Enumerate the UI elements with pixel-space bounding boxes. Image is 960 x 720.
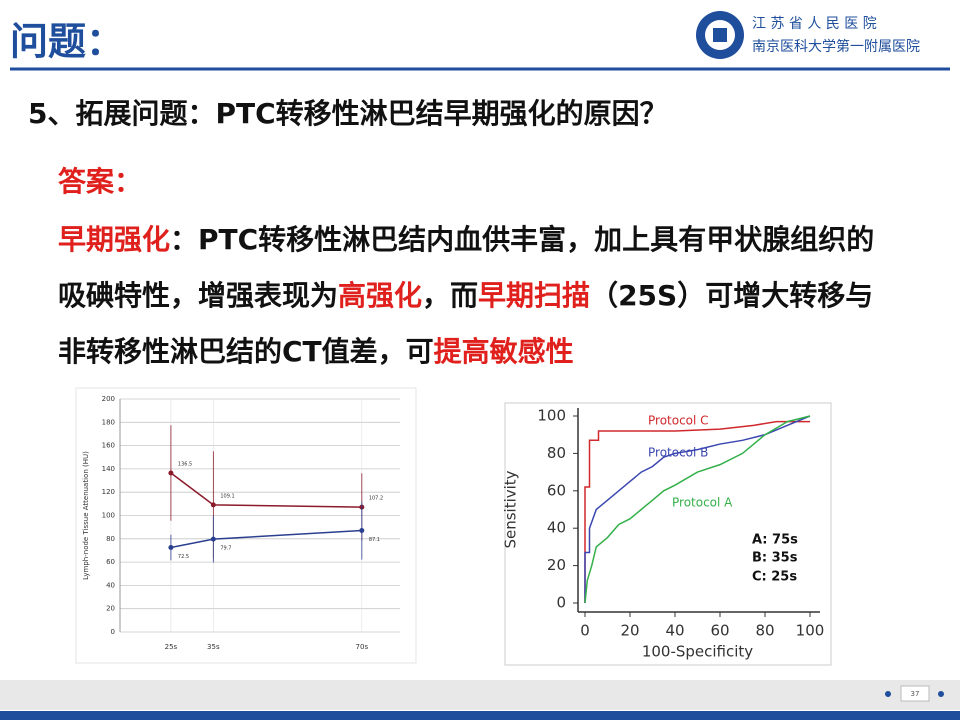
data-label: 136.5 bbox=[178, 461, 192, 467]
y-tick-label: 200 bbox=[102, 395, 115, 403]
data-label: 87.1 bbox=[369, 537, 380, 543]
series-label: Protocol B bbox=[648, 446, 708, 460]
answer-text: 早期强化：PTC转移性淋巴结内血供丰富，加上具有甲状腺组织的吸碘特性，增强表现为… bbox=[58, 212, 893, 380]
y-tick-label: 80 bbox=[106, 535, 115, 543]
y-tick-label: 80 bbox=[547, 444, 566, 462]
y-tick-label: 20 bbox=[547, 556, 566, 574]
x-tick-label: 100 bbox=[796, 622, 825, 640]
y-axis-label: Sensitivity bbox=[502, 470, 520, 548]
answer-run: ：PTC转移性淋巴结内血供丰富，加上具有甲状腺组织的吸碘特性，增强表现为 bbox=[58, 223, 875, 312]
series-label: Protocol C bbox=[648, 414, 709, 428]
y-tick-label: 60 bbox=[547, 481, 566, 499]
y-tick-label: 40 bbox=[547, 519, 566, 537]
series-line bbox=[584, 415, 811, 604]
chart-frame bbox=[504, 402, 832, 666]
question: 5、拓展问题：PTC转移性淋巴结早期强化的原因？ bbox=[28, 97, 668, 130]
footer-dot bbox=[938, 691, 944, 697]
y-tick-label: 180 bbox=[102, 418, 115, 426]
x-axis-label: 100-Specificity bbox=[642, 643, 753, 661]
series-line bbox=[584, 415, 811, 603]
footer-band bbox=[0, 680, 960, 710]
x-tick-label: 70s bbox=[356, 643, 369, 651]
answer-run: ，而 bbox=[422, 279, 479, 312]
hospital-name: 江 苏 省 人 民 医 院 bbox=[752, 16, 877, 32]
answer-run: 提高敏感性 bbox=[433, 335, 574, 368]
data-label: 109.1 bbox=[220, 493, 234, 499]
answer-run: 高强化 bbox=[338, 279, 423, 312]
point bbox=[168, 545, 174, 551]
point bbox=[210, 502, 216, 508]
x-tick-label: 80 bbox=[755, 622, 774, 640]
y-tick-label: 100 bbox=[537, 407, 566, 425]
series-label: Protocol A bbox=[672, 496, 733, 510]
y-tick-label: 40 bbox=[106, 581, 115, 589]
x-tick-label: 40 bbox=[665, 622, 684, 640]
x-tick-label: 60 bbox=[710, 622, 729, 640]
point bbox=[359, 528, 365, 534]
hospital-affiliation: 南京医科大学第一附属医院 bbox=[752, 38, 920, 55]
chart-frame bbox=[75, 387, 417, 664]
point bbox=[168, 470, 174, 476]
annotation: C: 25s bbox=[752, 570, 797, 585]
answer-run: 早期强化 bbox=[58, 223, 171, 256]
y-axis-label: Lymph-node Tissue Attenuation (HU) bbox=[82, 451, 90, 580]
y-tick-label: 160 bbox=[102, 442, 115, 450]
footer-strip bbox=[0, 711, 960, 720]
x-tick-label: 25s bbox=[165, 643, 178, 651]
annotation: B: 35s bbox=[752, 551, 798, 566]
y-tick-label: 140 bbox=[102, 465, 115, 473]
point bbox=[210, 536, 216, 542]
y-tick-label: 0 bbox=[111, 628, 115, 636]
x-tick-label: 0 bbox=[580, 622, 590, 640]
data-label: 107.2 bbox=[369, 496, 383, 502]
page-box bbox=[900, 685, 930, 702]
annotation: A: 75s bbox=[752, 533, 798, 548]
slide-title: 问题： bbox=[10, 20, 124, 64]
logo-mark bbox=[713, 28, 727, 42]
y-tick-label: 100 bbox=[102, 512, 115, 520]
x-tick-label: 35s bbox=[207, 643, 220, 651]
answer-label: 答案： bbox=[58, 165, 142, 198]
footer-dot bbox=[885, 691, 891, 697]
y-tick-label: 120 bbox=[102, 488, 115, 496]
y-tick-label: 0 bbox=[556, 594, 566, 612]
y-tick-label: 60 bbox=[106, 558, 115, 566]
page-number: 37 bbox=[911, 690, 920, 698]
y-tick-label: 20 bbox=[106, 605, 115, 613]
answer-run: 早期扫描 bbox=[478, 279, 591, 312]
series-line bbox=[584, 420, 810, 603]
data-label: 79.7 bbox=[220, 546, 231, 552]
answer-run: （25S）可增大转移与非转移性淋巴结的CT值差，可 bbox=[58, 279, 874, 368]
data-label: 72.5 bbox=[178, 554, 189, 560]
x-tick-label: 20 bbox=[620, 622, 639, 640]
